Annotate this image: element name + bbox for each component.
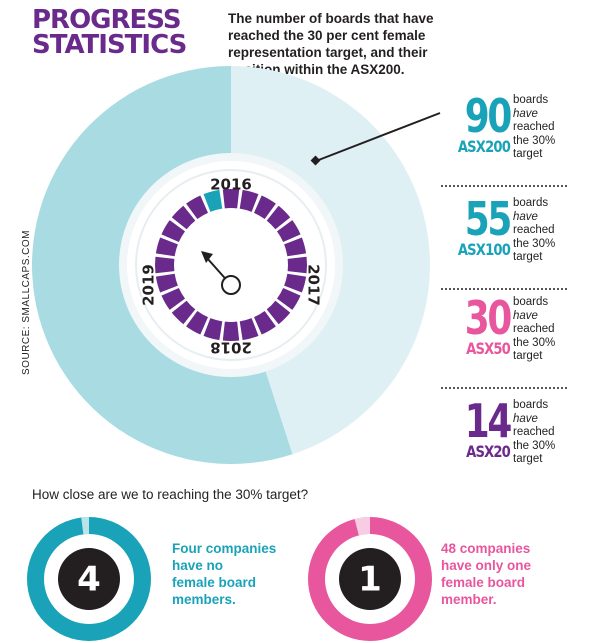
title-line-1: PROGRESS (32, 5, 182, 35)
stat-number: 14 (464, 394, 513, 448)
stat-text-line: the 30% (513, 336, 556, 349)
stat-text-line: the 30% (513, 134, 556, 147)
stat-text-line: target (513, 453, 543, 465)
bottom-stat-line: members. (172, 592, 236, 607)
gauge-segment (239, 189, 259, 212)
stat-text-line: have (513, 107, 538, 120)
gauge-segment (171, 300, 196, 325)
gauge-segment (161, 288, 186, 310)
gauge-segment (155, 273, 178, 293)
bottom-stat-line: have no (172, 558, 224, 573)
gauge-segment (203, 189, 223, 212)
stat-item: 14 ASX20 boards have reached the 30% target (438, 395, 578, 481)
stat-text: boards have reached the 30% target (513, 197, 577, 265)
leader-marker (310, 155, 321, 166)
gauge-segment (254, 195, 276, 220)
stat-item: 30 ASX50 boards have reached the 30% target (438, 292, 578, 378)
bottom-stat-line: Four companies (172, 541, 277, 556)
subtitle: The number of boards that have reached t… (228, 11, 434, 77)
bottom-stat-text: 48 companies have only one female board mem… (441, 540, 581, 608)
stat-text-line: have (513, 210, 538, 223)
question-text: How close are we to reaching the 30% tar… (32, 487, 309, 502)
clock-hand-tip (201, 251, 213, 263)
stat-text-line: target (513, 350, 543, 362)
stat-text: boards have reached the 30% target (513, 94, 577, 162)
gauge-year-label: 2018 (210, 339, 252, 357)
progress-ring-gap (81, 517, 89, 535)
stat-item: 90 ASX200 boards have reached the 30% target (438, 90, 578, 176)
stat-text-line: reached (513, 121, 555, 133)
stat-text-line: boards (513, 399, 549, 411)
stat-item: 55 ASX100 boards have reached the 30% target (438, 193, 578, 279)
gauge-segment (254, 310, 276, 335)
progress-badge (339, 548, 401, 610)
stat-text-line: the 30% (513, 237, 556, 250)
stat-text-line: have (513, 309, 538, 322)
stat-number: 30 (464, 291, 513, 345)
bottom-stat-line: member. (441, 592, 497, 607)
gauge-segment (284, 237, 307, 257)
gauge-segment (239, 318, 259, 341)
gauge-segment (222, 321, 240, 341)
page-title: PROGRESS STATISTICS (32, 5, 187, 60)
clock-hub (221, 275, 241, 295)
gauge-segment (266, 300, 291, 325)
progress-ring-gap (354, 517, 370, 536)
stat-index: ASX20 (466, 442, 511, 461)
stat-text-line: boards (513, 94, 549, 106)
stat-number: 55 (464, 192, 513, 246)
stat-divider (441, 387, 567, 389)
progress-badge-number: 4 (77, 560, 101, 600)
gauge-segment (287, 256, 307, 274)
progress-badge (58, 548, 120, 610)
gauge-year-label: 2017 (305, 264, 323, 306)
stat-text-line: reached (513, 224, 555, 236)
stat-divider (441, 185, 567, 187)
gauge-segment (186, 195, 208, 220)
progress-badge-number: 1 (358, 560, 382, 600)
stat-text-line: boards (513, 296, 549, 308)
gauge-year-label: 2019 (140, 264, 158, 306)
gauge-segment (276, 220, 301, 242)
stat-index: ASX100 (457, 240, 511, 259)
bottom-stat-line: female board (172, 575, 257, 590)
bottom-stat-line: have only one (441, 558, 532, 573)
bottom-stat-text: Four companies have no female board members… (172, 540, 312, 608)
stat-text-line: reached (513, 426, 555, 438)
gauge-segment (276, 288, 301, 310)
stat-divider (441, 288, 567, 290)
stat-text-line: target (513, 251, 543, 263)
gauge-segment (161, 220, 186, 242)
stat-number: 90 (464, 89, 513, 143)
gauge-segment (155, 237, 178, 257)
stat-text: boards have reached the 30% target (513, 399, 577, 467)
title-line-2: STATISTICS (32, 30, 187, 60)
bottom-stat-line: female board (441, 575, 526, 590)
stat-text-line: reached (513, 323, 555, 335)
gauge-segment (186, 310, 208, 335)
leader-line (315, 112, 441, 162)
stat-index: ASX50 (466, 339, 511, 358)
gauge-year-label: 2016 (210, 176, 252, 194)
stat-text-line: boards (513, 197, 549, 209)
gauge-segment (155, 256, 175, 274)
stat-text-line: the 30% (513, 439, 556, 452)
gauge-segment (171, 205, 196, 230)
gauge-segment (266, 205, 291, 230)
gauge-segment (222, 189, 240, 209)
stat-index: ASX200 (457, 137, 511, 156)
gauge-segment (284, 273, 307, 293)
stat-text-line: have (513, 412, 538, 425)
stat-text: boards have reached the 30% target (513, 296, 577, 364)
bottom-stat-line: 48 companies (441, 541, 531, 556)
stat-text-line: target (513, 148, 543, 160)
gauge-segment (203, 318, 223, 341)
